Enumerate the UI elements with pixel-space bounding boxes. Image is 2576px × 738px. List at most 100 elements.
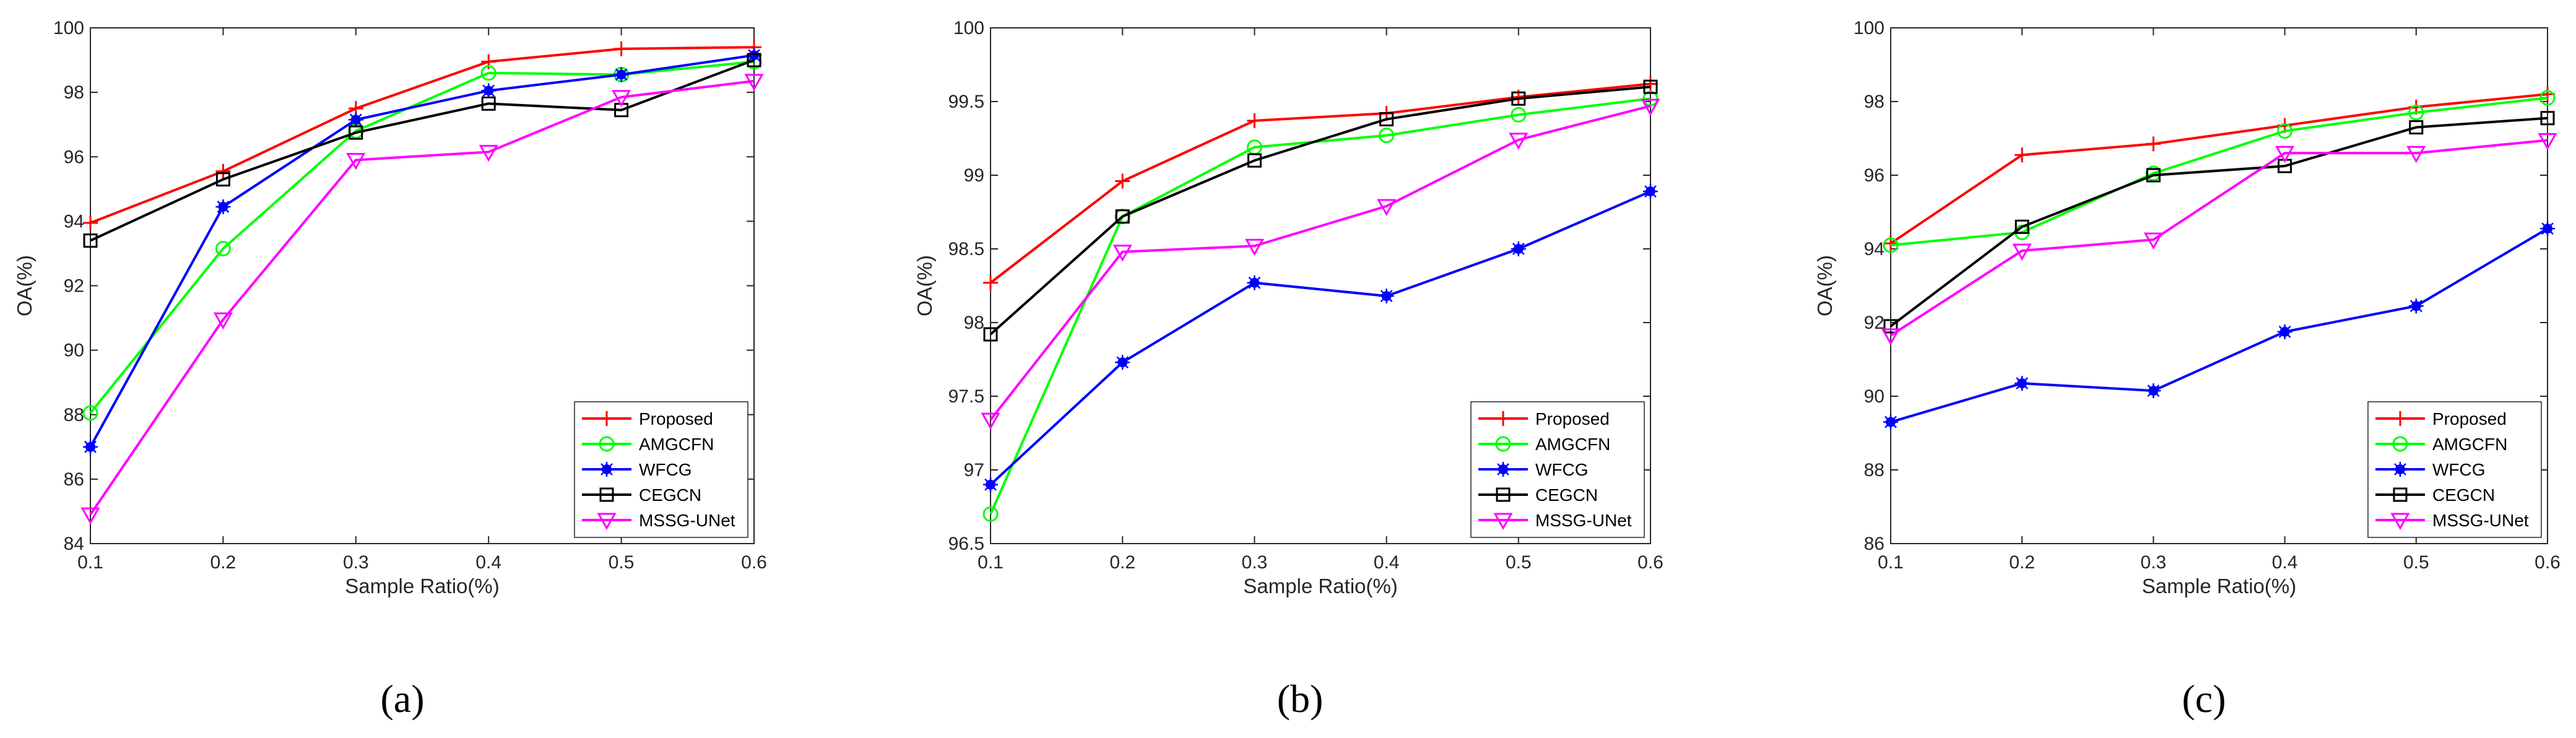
data-point <box>481 96 496 111</box>
data-point <box>82 405 98 421</box>
data-point <box>1379 128 1395 144</box>
legend-label: MSSG-UNet <box>1535 511 1632 530</box>
legend-marker <box>1495 436 1511 452</box>
panel-label: (c) <box>2182 677 2226 721</box>
data-point <box>981 412 1000 430</box>
series-line <box>989 85 1651 336</box>
data-point <box>2540 111 2555 126</box>
series-line <box>1889 93 2548 245</box>
x-tick-label: 0.4 <box>475 552 501 573</box>
x-tick-label: 0.5 <box>609 552 635 573</box>
y-tick-label: 98 <box>964 313 984 333</box>
data-point <box>1511 91 1526 106</box>
legend-label: CEGCN <box>639 485 701 505</box>
data-point-d2 <box>2409 300 2422 313</box>
series-line <box>89 79 755 516</box>
data-point <box>213 312 233 330</box>
data-point <box>1379 112 1394 127</box>
y-tick-label: 99.5 <box>948 92 984 112</box>
data-point-d2 <box>1116 356 1129 369</box>
data-point <box>2409 120 2424 135</box>
data-point-d2 <box>1248 276 1261 289</box>
y-tick-label: 94 <box>1864 239 1884 259</box>
data-point-d2 <box>482 84 495 97</box>
legend: Proposed AMGCFN WFCG CEGCN MSSG-UNet <box>574 401 748 538</box>
legend-label: AMGCFN <box>639 435 714 454</box>
legend-label: CEGCN <box>2432 485 2495 505</box>
data-point <box>982 506 999 522</box>
legend: Proposed AMGCFN WFCG CEGCN MSSG-UNet <box>1470 401 1645 538</box>
data-point <box>1112 245 1132 262</box>
y-tick-label: 88 <box>1864 460 1884 480</box>
legend-item-cegcn: CEGCN <box>582 485 701 505</box>
data-point-d2 <box>748 49 760 62</box>
x-tick-label: 0.5 <box>1506 552 1532 573</box>
y-tick-label: 94 <box>64 211 84 232</box>
legend-marker <box>597 513 617 531</box>
x-tick-label: 0.3 <box>1242 552 1268 573</box>
legend-label: WFCG <box>2432 460 2486 479</box>
legend-item-mssg-unet: MSSG-UNet <box>582 511 735 531</box>
series-cegcn <box>83 53 761 248</box>
series-wfcg <box>983 184 1658 492</box>
y-tick-label: 99 <box>964 165 984 186</box>
legend-marker-d2 <box>2394 463 2406 475</box>
data-point <box>80 507 100 525</box>
legend-label: Proposed <box>1535 409 1610 428</box>
legend-item-wfcg: WFCG <box>2375 460 2486 479</box>
y-tick-label: 96.5 <box>948 534 984 554</box>
y-tick-label: 86 <box>1864 534 1884 554</box>
y-tick-label: 98 <box>64 82 84 103</box>
y-tick-label: 100 <box>53 18 84 38</box>
data-point <box>1509 132 1529 150</box>
data-point-d2 <box>1512 243 1525 255</box>
series-cegcn <box>1883 111 2555 334</box>
x-tick-label: 0.2 <box>210 552 236 573</box>
legend-item-proposed: Proposed <box>1478 409 1610 428</box>
series-proposed <box>983 76 1658 290</box>
series-cegcn <box>983 79 1658 342</box>
legend-item-amgcfn: AMGCFN <box>2375 435 2507 454</box>
data-point <box>2408 105 2424 121</box>
data-point <box>2406 145 2426 163</box>
y-axis-label: OA(%) <box>13 255 36 316</box>
series-line <box>90 59 755 242</box>
data-point <box>2275 145 2295 163</box>
data-point-d2 <box>1884 415 1897 428</box>
data-point <box>1244 238 1264 256</box>
y-tick-label: 90 <box>1864 386 1884 407</box>
data-point <box>479 144 498 162</box>
y-tick-label: 84 <box>64 534 84 554</box>
data-point <box>1377 199 1397 217</box>
legend-marker <box>2390 513 2410 531</box>
legend-marker <box>599 436 615 452</box>
legend-marker <box>1493 513 1513 531</box>
legend-item-mssg-unet: MSSG-UNet <box>2375 511 2529 531</box>
x-tick-label: 0.4 <box>2272 552 2298 573</box>
data-point <box>1511 106 1527 123</box>
y-tick-label: 92 <box>1864 313 1884 333</box>
x-tick-label: 0.5 <box>2403 552 2429 573</box>
series-line <box>89 54 755 448</box>
data-point-d2 <box>1380 290 1393 303</box>
x-axis-label: Sample Ratio(%) <box>345 575 499 597</box>
data-point <box>983 327 998 342</box>
legend-marker <box>2393 487 2408 502</box>
data-point <box>349 125 363 140</box>
series-line <box>989 105 1651 421</box>
legend: Proposed AMGCFN WFCG CEGCN MSSG-UNet <box>2367 401 2542 538</box>
y-tick-label: 90 <box>64 341 84 361</box>
x-tick-label: 0.1 <box>77 552 103 573</box>
x-axis-label: Sample Ratio(%) <box>1243 575 1397 597</box>
y-tick-label: 97.5 <box>948 386 984 407</box>
x-tick-label: 0.6 <box>1637 552 1663 573</box>
y-axis-label: OA(%) <box>1813 255 1836 316</box>
y-tick-label: 100 <box>953 18 984 38</box>
x-tick-label: 0.3 <box>343 552 369 573</box>
x-tick-label: 0.3 <box>2141 552 2167 573</box>
data-point-d2 <box>1644 185 1657 198</box>
legend-item-proposed: Proposed <box>2375 409 2507 428</box>
x-tick-label: 0.2 <box>1109 552 1135 573</box>
data-point-d2 <box>984 478 997 491</box>
legend-item-cegcn: CEGCN <box>2375 485 2495 505</box>
